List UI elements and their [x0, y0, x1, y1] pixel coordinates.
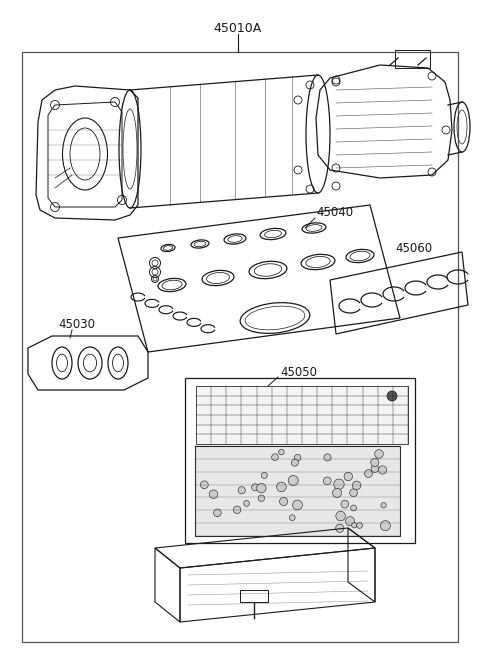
Circle shape [334, 479, 344, 489]
Circle shape [351, 505, 357, 511]
Circle shape [272, 454, 278, 461]
Circle shape [344, 472, 352, 481]
Circle shape [258, 495, 264, 501]
Circle shape [357, 523, 362, 528]
Circle shape [352, 481, 361, 489]
Circle shape [381, 502, 386, 508]
Circle shape [375, 449, 384, 459]
Bar [22, 52, 458, 642]
Circle shape [289, 515, 295, 520]
Circle shape [324, 477, 331, 485]
Circle shape [378, 466, 387, 474]
Circle shape [279, 497, 288, 506]
Circle shape [336, 524, 344, 533]
Circle shape [244, 501, 250, 506]
Circle shape [352, 523, 357, 528]
Circle shape [341, 501, 349, 508]
Bar [196, 386, 408, 444]
Circle shape [291, 459, 299, 466]
Circle shape [288, 476, 298, 485]
Circle shape [371, 459, 379, 466]
Circle shape [261, 472, 267, 478]
Bar [395, 50, 430, 68]
Bar [185, 378, 415, 543]
Circle shape [257, 483, 266, 493]
Text: 45030: 45030 [58, 318, 95, 331]
Circle shape [349, 489, 358, 497]
Circle shape [371, 465, 379, 472]
Bar [195, 446, 400, 536]
Circle shape [387, 391, 397, 401]
Text: 45010A: 45010A [214, 22, 262, 35]
Circle shape [365, 470, 372, 478]
Circle shape [238, 487, 245, 494]
Circle shape [233, 506, 241, 514]
Circle shape [278, 449, 284, 455]
Text: 45040: 45040 [316, 205, 353, 218]
Circle shape [293, 500, 302, 510]
Circle shape [333, 488, 342, 497]
Circle shape [209, 490, 218, 499]
Text: 45050: 45050 [280, 365, 317, 379]
Circle shape [346, 517, 355, 525]
Text: 45060: 45060 [395, 241, 432, 255]
Circle shape [294, 455, 301, 461]
Circle shape [324, 454, 331, 461]
Circle shape [336, 511, 346, 521]
Circle shape [201, 481, 208, 489]
Circle shape [276, 482, 286, 492]
Circle shape [380, 521, 390, 531]
Circle shape [252, 483, 259, 491]
Bar [240, 590, 268, 602]
Circle shape [214, 509, 221, 517]
